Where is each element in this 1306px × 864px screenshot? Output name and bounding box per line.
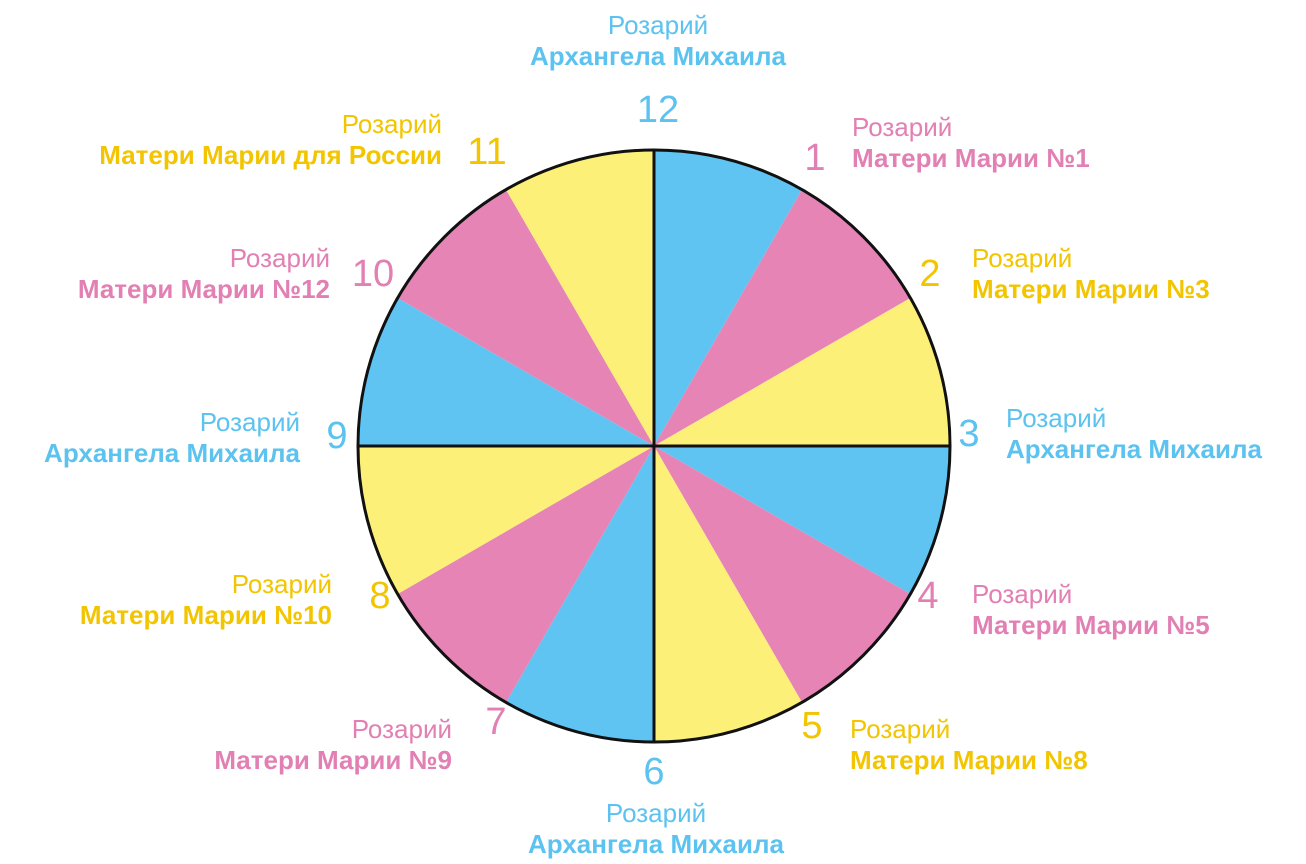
caption-line2: Архангела Михаила xyxy=(528,829,784,860)
sector-hour-7 xyxy=(397,446,654,703)
caption-line1: Розарий xyxy=(229,243,330,273)
hour-number-3: 3 xyxy=(958,413,980,455)
caption-hour-5: Розарий Матери Марии №8 xyxy=(850,714,1088,776)
hour-number-6: 6 xyxy=(643,751,665,793)
caption-line2: Архангела Михаила xyxy=(1006,434,1262,465)
caption-line1: Розарий xyxy=(852,112,953,142)
wheel-rim xyxy=(356,148,952,744)
hour-number-9: 9 xyxy=(326,415,348,457)
hour-number-8: 8 xyxy=(369,575,391,617)
caption-line2: Архангела Михаила xyxy=(530,41,786,72)
caption-hour-7: Розарий Матери Марии №9 xyxy=(214,714,452,776)
caption-line2: Матери Марии №1 xyxy=(852,143,1090,174)
caption-hour-10: Розарий Матери Марии №12 xyxy=(78,243,330,305)
sector-hour-6 xyxy=(506,446,654,742)
caption-line2: Архангела Михаила xyxy=(44,438,300,469)
caption-hour-9: Розарий Архангела Михаила xyxy=(44,407,300,469)
sector-hour-1 xyxy=(654,189,911,446)
caption-hour-2: Розарий Матери Марии №3 xyxy=(972,243,1210,305)
caption-line2: Матери Марии №12 xyxy=(77,274,330,305)
caption-line2: Матери Марии №10 xyxy=(79,600,332,631)
caption-line1: Розарий xyxy=(199,407,300,437)
caption-line1: Розарий xyxy=(972,243,1073,273)
sector-hour-4 xyxy=(654,446,911,703)
sector-hour-11 xyxy=(506,150,654,446)
caption-line1: Розарий xyxy=(341,109,442,139)
hour-number-4: 4 xyxy=(917,575,939,617)
hour-number-12: 12 xyxy=(636,89,680,131)
sector-hour-5 xyxy=(654,446,802,742)
caption-line2: Матери Марии №8 xyxy=(850,745,1088,776)
hour-number-5: 5 xyxy=(801,705,823,747)
sector-hour-10 xyxy=(397,189,654,446)
wheel-sectors xyxy=(358,150,950,742)
caption-hour-1: Розарий Матери Марии №1 xyxy=(852,112,1090,174)
hour-number-2: 2 xyxy=(919,253,941,295)
caption-line2: Матери Марии №3 xyxy=(972,274,1210,305)
caption-hour-12: Розарий Архангела Михаила xyxy=(530,10,786,72)
caption-line1: Розарий xyxy=(607,10,709,40)
caption-line1: Розарий xyxy=(1006,403,1107,433)
caption-line1: Розарий xyxy=(231,569,332,599)
sector-hour-9 xyxy=(358,298,654,446)
wheel-dividers xyxy=(358,150,950,742)
hour-number-7: 7 xyxy=(485,701,507,743)
sector-hour-2 xyxy=(654,298,950,446)
caption-hour-6: Розарий Архангела Михаила xyxy=(528,798,784,860)
caption-line1: Розарий xyxy=(351,714,452,744)
hour-number-10: 10 xyxy=(351,253,395,295)
caption-line1: Розарий xyxy=(972,579,1073,609)
sector-hour-8 xyxy=(358,446,654,594)
caption-hour-3: Розарий Архангела Михаила xyxy=(1006,403,1262,465)
sector-hour-12 xyxy=(654,150,802,446)
caption-hour-4: Розарий Матери Марии №5 xyxy=(972,579,1210,641)
hour-number-11: 11 xyxy=(467,131,507,173)
caption-line2: Матери Марии для России xyxy=(99,140,442,171)
caption-hour-11: Розарий Матери Марии для России xyxy=(99,109,442,171)
caption-line2: Матери Марии №9 xyxy=(214,745,452,776)
caption-line2: Матери Марии №5 xyxy=(972,610,1210,641)
caption-hour-8: Розарий Матери Марии №10 xyxy=(80,569,332,631)
caption-line1: Розарий xyxy=(850,714,951,744)
sector-hour-3 xyxy=(654,446,950,594)
caption-line1: Розарий xyxy=(605,798,707,828)
hour-number-1: 1 xyxy=(804,137,826,179)
